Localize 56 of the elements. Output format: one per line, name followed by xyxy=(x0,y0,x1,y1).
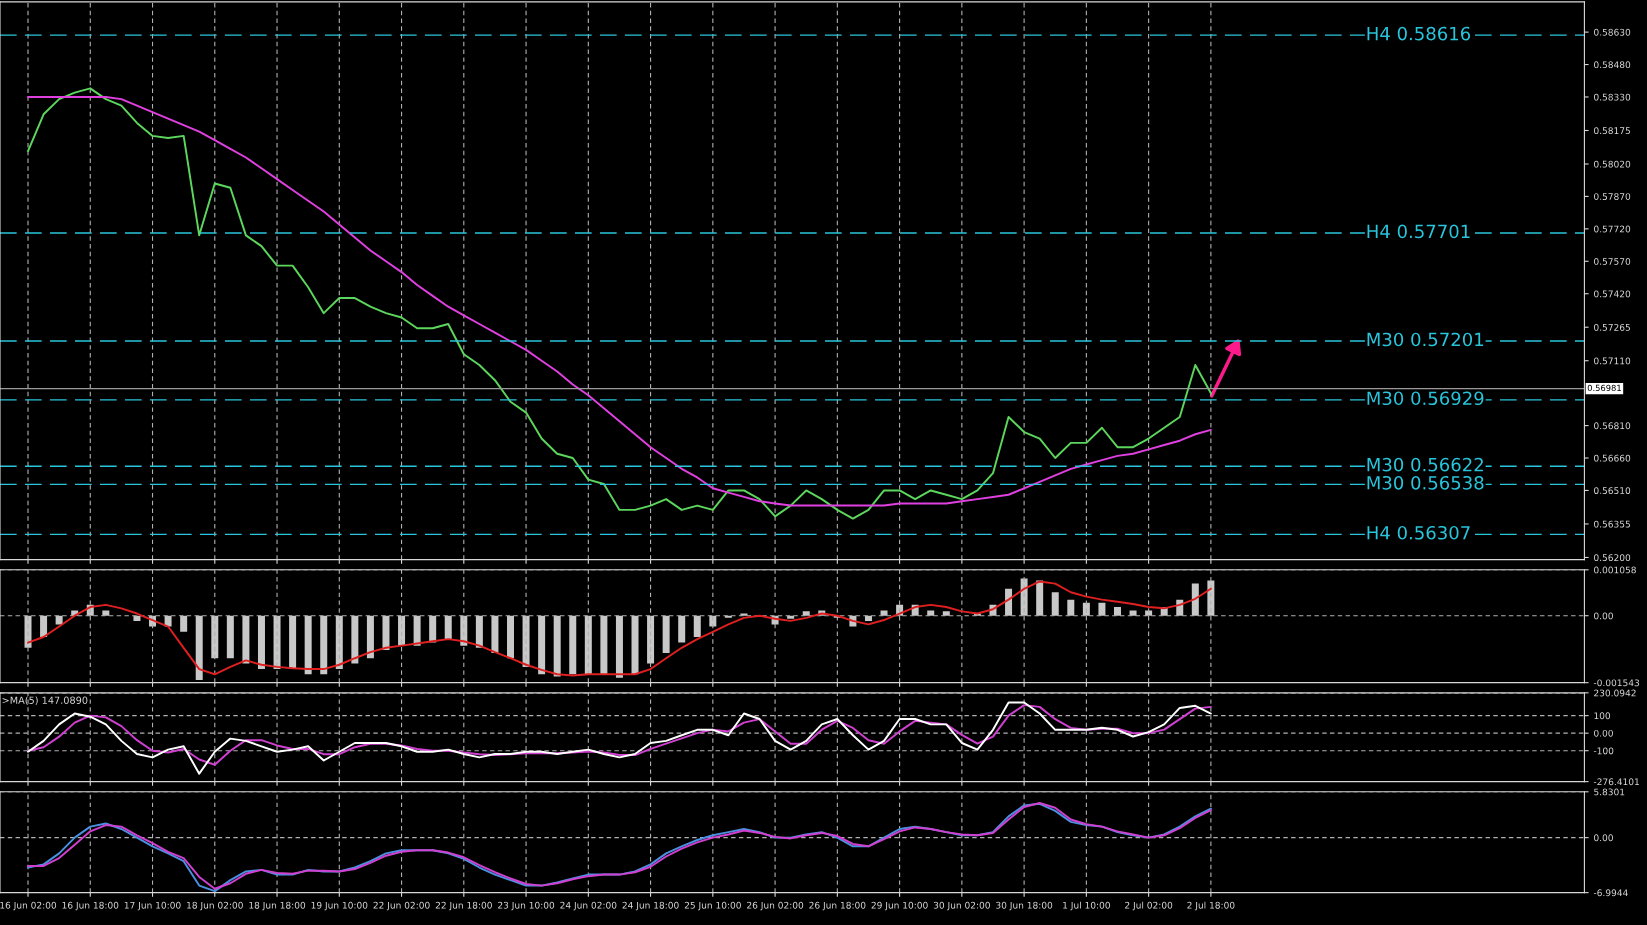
x-tick-label: 17 Jun 10:00 xyxy=(124,901,181,911)
ref-line-label: M30 0.56538 xyxy=(1367,475,1484,490)
y-tick-label: 230.0942 xyxy=(1594,689,1636,697)
y-tick-label: 0.58020 xyxy=(1594,160,1631,168)
ref-line-label: H4 0.58616 xyxy=(1367,26,1471,41)
x-tick-label: 16 Jun 02:00 xyxy=(0,901,57,911)
x-tick-label: 24 Jun 02:00 xyxy=(560,901,617,911)
y-tick-label: -0.001543 xyxy=(1593,679,1640,687)
y-tick-label: 5.8301 xyxy=(1594,788,1625,796)
y-tick-label: 0.57570 xyxy=(1594,258,1631,265)
y-tick-label: 0.56355 xyxy=(1594,520,1630,528)
x-tick-label: 18 Jun 02:00 xyxy=(187,901,243,911)
y-tick-label: 0.56200 xyxy=(1594,554,1631,562)
y-tick-label: 100 xyxy=(1594,712,1611,720)
y-tick-label: 0.001058 xyxy=(1594,566,1636,574)
x-tick-label: 22 Jun 18:00 xyxy=(435,901,492,911)
ref-line-label: M30 0.56622 xyxy=(1367,457,1483,472)
y-tick-label: 0.00 xyxy=(1594,612,1613,620)
ref-line-label: H4 0.56307 xyxy=(1367,525,1470,540)
y-tick-label: 0.57720 xyxy=(1594,225,1631,233)
x-tick-label: 18 Jun 18:00 xyxy=(249,901,306,911)
y-tick-label: 0.58175 xyxy=(1594,127,1630,135)
y-tick-label: 0.56660 xyxy=(1594,454,1631,462)
y-tick-label: 0.57265 xyxy=(1594,323,1630,331)
x-tick-label: 19 Jun 10:00 xyxy=(311,901,368,911)
x-tick-label: 26 Jun 18:00 xyxy=(809,901,866,911)
y-tick-label: -6.9944 xyxy=(1593,889,1628,897)
x-tick-label: 29 Jun 10:00 xyxy=(871,901,928,911)
x-tick-label: 2 Jul 02:00 xyxy=(1125,901,1173,911)
x-tick-label: 30 Jun 02:00 xyxy=(933,901,990,911)
y-tick-label: 0.56810 xyxy=(1594,422,1631,430)
ref-line-label: H4 0.57701 xyxy=(1367,224,1470,239)
x-tick-label: 23 Jun 10:00 xyxy=(498,901,555,911)
y-tick-label: 0.57870 xyxy=(1594,193,1631,200)
y-tick-label: 0.58330 xyxy=(1594,93,1631,101)
x-tick-label: 24 Jun 18:00 xyxy=(622,901,679,911)
annotation: >MA(5) 147.0890 xyxy=(2,696,88,706)
y-tick-label: 0.58480 xyxy=(1594,61,1631,69)
y-tick-label: -276.4101 xyxy=(1593,778,1639,786)
x-tick-label: 26 Jun 02:00 xyxy=(747,901,804,911)
x-tick-label: 22 Jun 02:00 xyxy=(373,901,430,911)
y-tick-label: 0.00 xyxy=(1594,834,1613,842)
x-tick-label: 25 Jun 10:00 xyxy=(684,901,741,911)
ref-line-label: 0.56981 xyxy=(1587,384,1621,392)
ref-line-label: M30 0.57201 xyxy=(1367,332,1484,347)
y-tick-label: 0.57420 xyxy=(1594,290,1631,298)
x-tick-label: 30 Jun 18:00 xyxy=(996,901,1053,911)
y-tick-label: 0.57110 xyxy=(1594,357,1631,365)
x-tick-label: 2 Jul 18:00 xyxy=(1187,901,1235,911)
y-tick-label: -100 xyxy=(1593,747,1614,755)
y-tick-label: 0.56510 xyxy=(1594,487,1631,494)
ref-line-label: M30 0.56929 xyxy=(1367,391,1484,406)
y-tick-label: 0.58630 xyxy=(1594,28,1631,36)
y-tick-label: 0.00 xyxy=(1594,729,1613,737)
x-tick-label: 1 Jul 10:00 xyxy=(1063,901,1110,911)
x-tick-label: 16 Jun 18:00 xyxy=(62,901,119,911)
